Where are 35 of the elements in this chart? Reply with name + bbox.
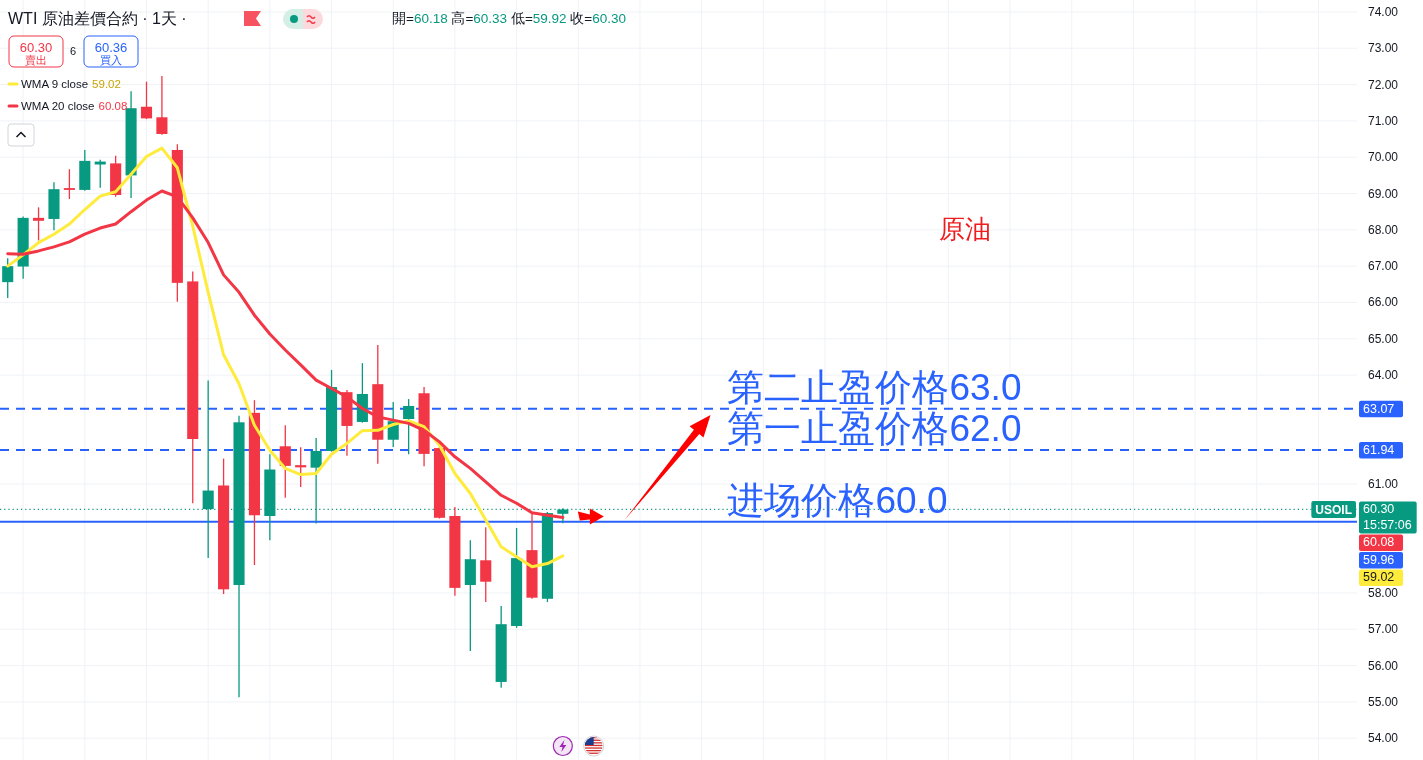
annotation: 60.36 — [94, 40, 128, 55]
y-tick-label: 73.00 — [1368, 41, 1399, 56]
title: WTI 原油差價合約 · 1天 · — [8, 10, 187, 27]
y-tick-label: 54.00 — [1368, 731, 1399, 746]
ref-line-label: 59.96 — [1363, 552, 1395, 567]
ref-line-label: 60.30 — [1363, 502, 1395, 517]
y-tick-label: 55.00 — [1368, 694, 1399, 709]
legend-label: WMA 9 close — [21, 78, 89, 90]
y-tick-label: 65.00 — [1368, 331, 1399, 346]
y-tick-label: 70.00 — [1368, 150, 1399, 165]
y-tick-label: 64.00 — [1368, 368, 1399, 383]
annotation: 6 — [69, 45, 77, 57]
ohlc-readout: 開=60.18 高=60.33 低=59.92 收=60.30 — [392, 11, 626, 26]
annotation: 60.30 — [19, 40, 53, 55]
y-tick-label: 68.00 — [1368, 222, 1399, 237]
y-tick-label: 71.00 — [1368, 113, 1399, 128]
y-tick-label: 69.00 — [1368, 186, 1399, 201]
y-tick-label: 74.00 — [1368, 4, 1399, 19]
y-tick-label: 58.00 — [1368, 585, 1399, 600]
y-tick-label: 61.00 — [1368, 477, 1399, 492]
y-tick-label: 66.00 — [1368, 295, 1399, 310]
ref-line-label: 63.07 — [1363, 401, 1395, 416]
ref-line-label: 61.94 — [1363, 442, 1395, 457]
legend-label: WMA 20 close — [21, 100, 95, 112]
annotation: 買入 — [100, 54, 122, 66]
heading: 原油 — [938, 215, 991, 244]
annotation: USOIL — [1315, 502, 1352, 517]
annotation: 59.02 — [92, 78, 121, 90]
y-tick-label: 57.00 — [1368, 622, 1399, 637]
symbol-tag: USOIL — [1311, 500, 1356, 518]
y-tick-label: 67.00 — [1368, 259, 1399, 274]
y-tick-label: 56.00 — [1368, 658, 1399, 673]
annotation: 60.08 — [98, 100, 128, 112]
annotation: 賣出 — [25, 54, 47, 66]
y-tick-label: 72.00 — [1368, 77, 1399, 92]
